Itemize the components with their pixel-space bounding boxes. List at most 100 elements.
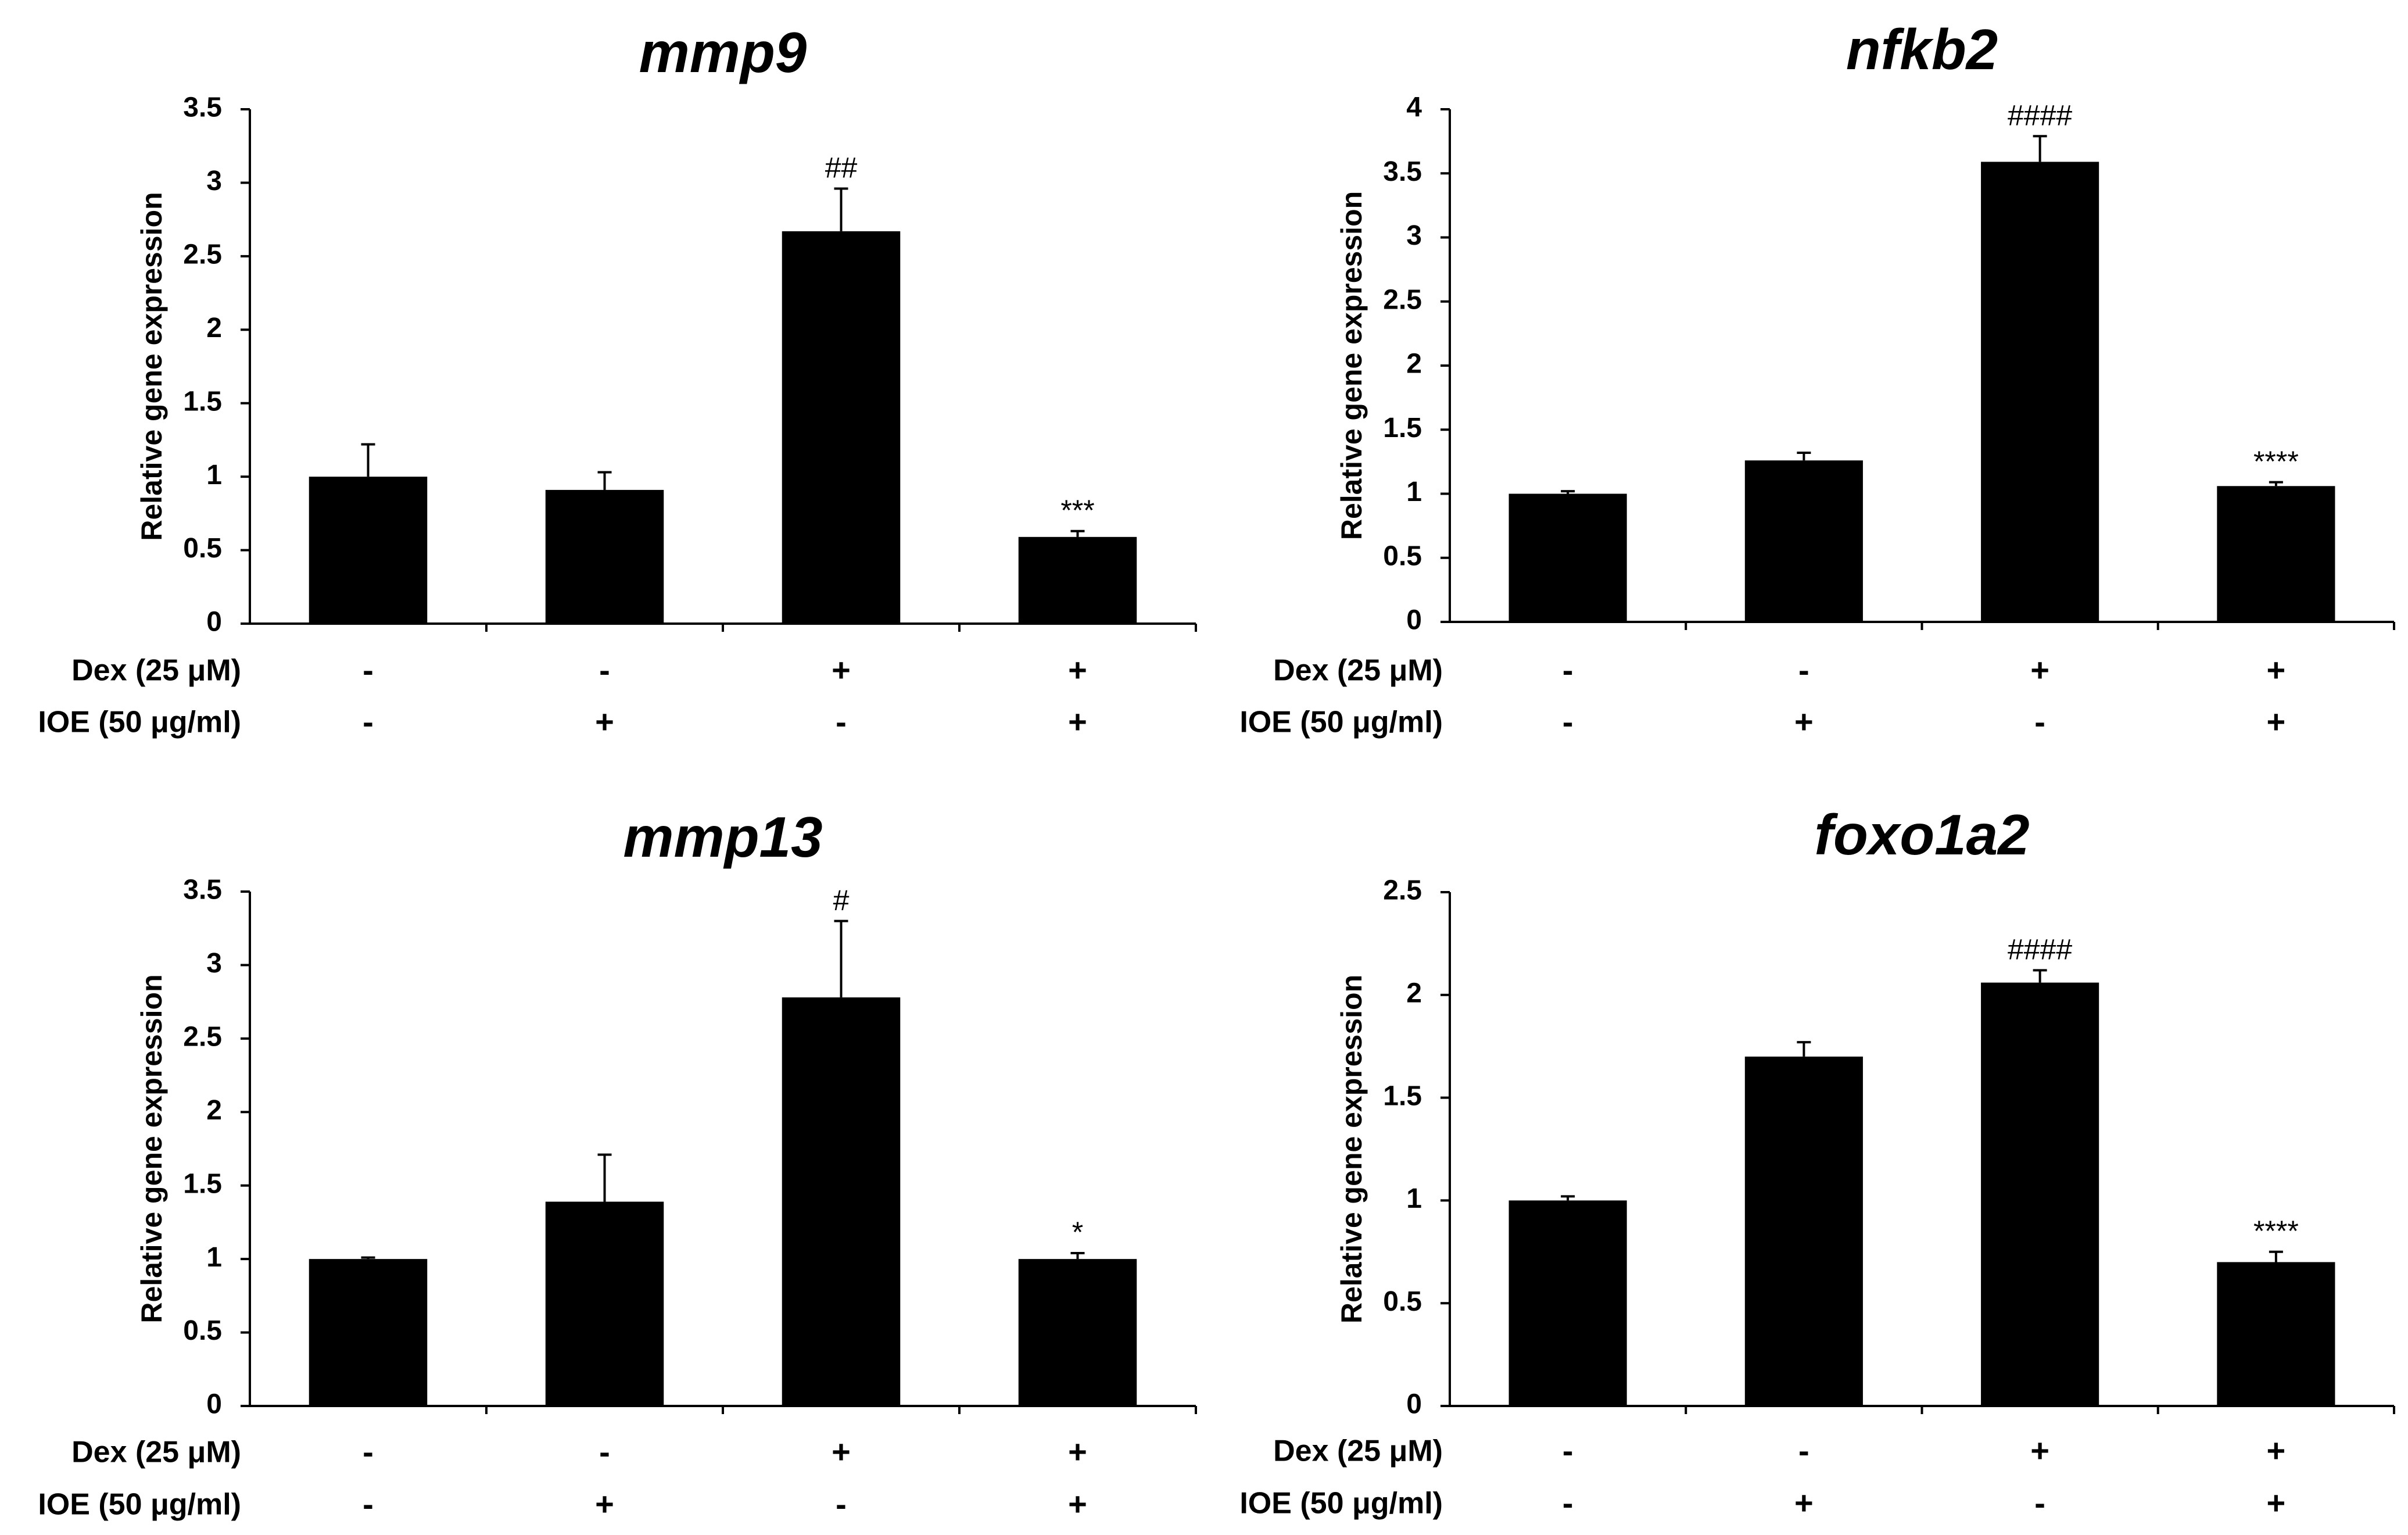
treatment-sign: - <box>1563 652 1574 688</box>
chart-title: nfkb2 <box>1846 17 1998 81</box>
significance-label-2: ## <box>825 152 858 184</box>
y-tick-label: 0.5 <box>1383 541 1422 571</box>
y-tick-label: 2.5 <box>1383 875 1422 906</box>
y-tick-label: 2 <box>206 1095 222 1126</box>
treatment-sign: - <box>1563 1432 1574 1469</box>
bar-2 <box>1981 982 2099 1406</box>
treatment-sign: + <box>2030 1432 2049 1469</box>
y-tick-label: 0.5 <box>183 533 222 564</box>
y-tick-label: 3.5 <box>183 92 222 123</box>
y-tick-label: 1 <box>206 460 222 491</box>
treatment-sign: + <box>832 1433 851 1470</box>
treatment-sign: + <box>1068 652 1087 688</box>
y-tick-label: 1 <box>1406 1183 1422 1214</box>
chart-title: mmp13 <box>623 805 822 869</box>
y-tick-label: 0 <box>206 1389 222 1420</box>
treatment-sign: - <box>363 703 374 740</box>
significance-label-3: **** <box>2253 1215 2299 1247</box>
y-tick-label: 0 <box>206 607 222 638</box>
bar-0 <box>309 477 428 624</box>
treatment-sign: + <box>2267 652 2286 688</box>
bar-2 <box>782 997 901 1406</box>
bar-2 <box>782 231 901 624</box>
significance-label-3: * <box>1072 1216 1083 1248</box>
y-tick-label: 0 <box>1406 1389 1422 1420</box>
significance-label-2: #### <box>2008 933 2072 966</box>
treatment-sign: - <box>2034 703 2045 740</box>
treatment-sign: - <box>2034 1484 2045 1521</box>
treatment-label: IOE (50 μg/ml) <box>38 1488 241 1522</box>
bar-3 <box>2217 486 2335 622</box>
bar-2 <box>1981 162 2099 622</box>
treatment-sign: - <box>1798 1432 1809 1469</box>
bar-1 <box>545 489 664 624</box>
treatment-sign: + <box>595 1486 614 1522</box>
significance-label-2: #### <box>2008 99 2072 132</box>
treatment-sign: + <box>2267 1432 2286 1469</box>
treatment-sign: - <box>836 703 847 740</box>
treatment-sign: + <box>2267 1484 2286 1521</box>
treatment-sign: - <box>363 652 374 688</box>
chart-panel-mmp13: mmp13 Relative gene expression 0 0.5 1 1.5 2 2.… <box>38 805 1197 1522</box>
significance-label-3: *** <box>1060 494 1094 527</box>
y-tick-label: 2 <box>1406 349 1422 380</box>
treatment-sign: - <box>599 1433 610 1470</box>
treatment-sign: - <box>363 1486 374 1522</box>
treatment-sign: - <box>599 652 610 688</box>
treatment-sign: + <box>2267 703 2286 740</box>
y-tick-label: 1 <box>1406 477 1422 507</box>
bar-0 <box>1508 493 1627 622</box>
y-tick-label: 3 <box>206 166 222 196</box>
bar-0 <box>309 1259 428 1406</box>
chart-title: mmp9 <box>639 20 807 84</box>
treatment-sign: + <box>832 652 851 688</box>
treatment-sign: + <box>1068 1433 1087 1470</box>
y-tick-label: 2.5 <box>1383 284 1422 315</box>
treatment-sign: - <box>1563 703 1574 740</box>
treatment-sign: - <box>836 1486 847 1522</box>
treatment-sign: + <box>595 703 614 740</box>
y-tick-label: 1 <box>206 1242 222 1273</box>
y-tick-label: 1.5 <box>183 386 222 417</box>
treatment-label: Dex (25 μM) <box>71 654 241 688</box>
treatment-sign: + <box>1794 1484 1814 1521</box>
treatment-label: Dex (25 μM) <box>1273 654 1443 688</box>
treatment-sign: - <box>1563 1484 1574 1521</box>
treatment-label: IOE (50 μg/ml) <box>1239 1487 1443 1520</box>
significance-label-2: # <box>833 884 850 917</box>
chart-panel-mmp9: mmp9 Relative gene expression 0 0.5 1 1.5 2 2.5… <box>38 20 1197 740</box>
bar-1 <box>1744 1056 1863 1406</box>
treatment-label: IOE (50 μg/ml) <box>38 706 241 739</box>
bar-3 <box>1018 1259 1137 1406</box>
chart-title: foxo1a2 <box>1814 803 2029 867</box>
y-tick-label: 3 <box>206 948 222 979</box>
chart-panel-nfkb2: nfkb2 Relative gene expression 0 0.5 1 1.5 2 2.… <box>1239 17 2395 740</box>
chart-panel-foxo1a2: foxo1a2 Relative gene expression 0 0.5 1 1.5 2… <box>1239 803 2395 1521</box>
treatment-sign: + <box>1068 703 1087 740</box>
bar-1 <box>1744 460 1863 622</box>
treatment-label: Dex (25 μM) <box>1273 1434 1443 1468</box>
y-tick-label: 2.5 <box>183 1022 222 1053</box>
bar-3 <box>1018 536 1137 624</box>
treatment-sign: - <box>363 1433 374 1470</box>
bar-0 <box>1508 1200 1627 1406</box>
y-axis-label: Relative gene expression <box>1335 975 1368 1323</box>
bar-3 <box>2217 1262 2335 1406</box>
y-tick-label: 1.5 <box>1383 413 1422 443</box>
y-axis-label: Relative gene expression <box>135 974 168 1323</box>
y-tick-label: 0.5 <box>183 1315 222 1346</box>
treatment-sign: + <box>2030 652 2049 688</box>
y-tick-label: 1.5 <box>1383 1080 1422 1111</box>
y-tick-label: 1.5 <box>183 1168 222 1199</box>
bar-1 <box>545 1201 664 1406</box>
treatment-sign: + <box>1068 1486 1087 1522</box>
significance-label-3: **** <box>2253 445 2299 478</box>
treatment-sign: + <box>1794 703 1814 740</box>
y-tick-label: 0.5 <box>1383 1286 1422 1317</box>
treatment-label: Dex (25 μM) <box>71 1436 241 1469</box>
y-axis-label: Relative gene expression <box>1335 191 1368 540</box>
y-tick-label: 3.5 <box>1383 156 1422 187</box>
y-tick-label: 2.5 <box>183 239 222 270</box>
y-tick-label: 3 <box>1406 220 1422 251</box>
